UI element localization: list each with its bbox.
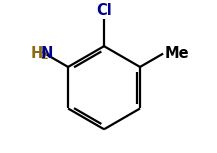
Text: Cl: Cl xyxy=(96,3,112,18)
Text: H: H xyxy=(30,46,43,61)
Text: N: N xyxy=(40,46,53,61)
Text: 2: 2 xyxy=(40,51,48,61)
Text: Me: Me xyxy=(165,46,190,61)
